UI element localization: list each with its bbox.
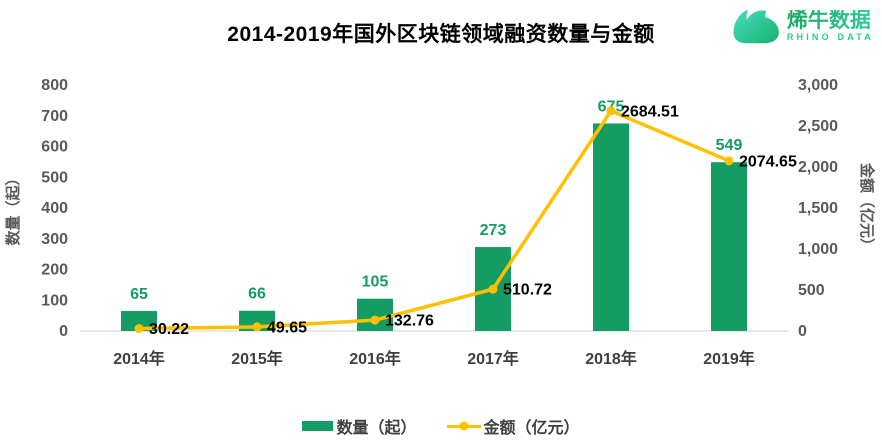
left-axis-title: 数量（起） xyxy=(4,170,22,245)
left-axis-tick: 600 xyxy=(41,139,68,156)
left-axis-tick: 700 xyxy=(41,108,68,125)
rhino-icon xyxy=(733,9,779,44)
line-point-2019年 xyxy=(724,156,734,166)
line-label-2019年: 2074.65 xyxy=(739,153,797,170)
x-label-2018年: 2018年 xyxy=(585,349,637,368)
line-label-2016年: 132.76 xyxy=(385,313,434,330)
legend-label: 金额（亿元） xyxy=(483,420,580,437)
legend-bar-swatch-icon xyxy=(302,421,334,431)
right-axis-tick: 0 xyxy=(798,323,807,340)
right-axis-tick: 2,000 xyxy=(798,159,838,176)
brand-logo: 烯牛数据 RHINO DATA xyxy=(732,5,874,47)
left-axis-tick: 500 xyxy=(41,169,68,186)
right-axis-title: 金额（亿元） xyxy=(858,162,876,253)
right-axis-tick: 1,000 xyxy=(798,241,838,258)
x-label-2014年: 2014年 xyxy=(113,349,165,368)
legend-item-amount: 金额（亿元） xyxy=(446,414,580,438)
x-label-2015年: 2015年 xyxy=(231,349,283,368)
line-label-2018年: 2684.51 xyxy=(621,103,679,120)
right-axis-tick: 3,000 xyxy=(798,77,838,94)
chart-legend: 数量（起） 金额（亿元） xyxy=(0,411,882,441)
line-label-2014年: 30.22 xyxy=(149,321,189,338)
bar-label-2016年: 105 xyxy=(362,274,389,291)
left-axis-tick: 0 xyxy=(59,323,68,340)
bar-2016年 xyxy=(357,298,393,331)
legend-item-count: 数量（起） xyxy=(302,414,417,438)
right-axis-tick: 500 xyxy=(798,282,825,299)
legend-label: 数量（起） xyxy=(336,420,417,437)
amount-line xyxy=(138,109,730,331)
chart-title: 2014-2019年国外区块链领域融资数量与金额 xyxy=(227,23,655,46)
bar-label-2014年: 65 xyxy=(130,286,148,303)
bar-2014年 xyxy=(121,311,157,331)
bar-label-2019年: 549 xyxy=(716,137,743,154)
combo-chart: 0 100 200 300 400 500 600 700 800 0 500 1,000 1,500 2… xyxy=(4,77,876,368)
left-axis-tick: 400 xyxy=(41,200,68,217)
line-point-2018年 xyxy=(606,106,616,116)
bar-label-2015年: 66 xyxy=(248,286,266,303)
left-axis-tick: 800 xyxy=(41,77,68,94)
bar-2018年 xyxy=(593,123,629,331)
line-point-2015年 xyxy=(252,322,262,332)
left-axis-tick: 100 xyxy=(41,292,68,309)
bar-2019年 xyxy=(711,162,747,331)
x-label-2019年: 2019年 xyxy=(703,349,755,368)
line-label-2017年: 510.72 xyxy=(503,282,552,299)
x-label-2016年: 2016年 xyxy=(349,349,401,368)
line-point-2014年 xyxy=(134,324,144,334)
left-axis-tick: 300 xyxy=(41,231,68,248)
line-point-2017年 xyxy=(488,284,498,294)
brand-name: 烯牛数据 xyxy=(786,9,871,32)
right-axis-tick: 2,500 xyxy=(798,118,838,135)
line-label-2015年: 49.65 xyxy=(267,319,307,336)
left-axis-tick: 200 xyxy=(41,262,68,279)
right-axis-tick: 1,500 xyxy=(798,200,838,217)
legend-line-swatch-icon xyxy=(446,421,481,431)
x-label-2017年: 2017年 xyxy=(467,349,519,368)
bar-label-2017年: 273 xyxy=(480,222,507,239)
brand-subname: RHINO DATA xyxy=(786,32,874,42)
line-point-2016年 xyxy=(370,315,380,325)
brand-text: 烯牛数据 RHINO DATA xyxy=(787,10,874,42)
